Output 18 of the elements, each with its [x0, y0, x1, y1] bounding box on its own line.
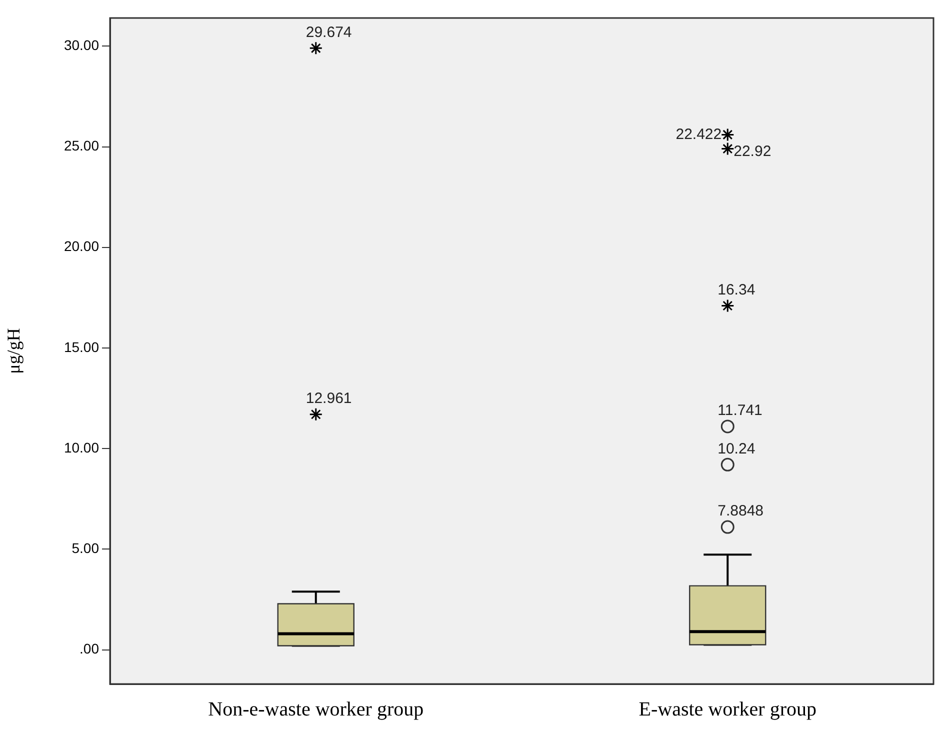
annotation: 12.961	[306, 390, 352, 408]
annotation: 22.422	[676, 126, 722, 143]
y-tick-label: 30.00	[64, 37, 100, 54]
y-tick-label: 15.00	[64, 338, 100, 355]
y-tick-label: 20.00	[64, 238, 100, 254]
x-tick-label: E-waste worker group	[638, 698, 816, 720]
y-tick-label: .00	[80, 640, 100, 657]
y-tick-label: 25.00	[64, 138, 100, 154]
annotation: 7.8848	[718, 502, 764, 520]
annotation: 11.741	[718, 402, 762, 420]
y-tick-label: 10.00	[64, 439, 100, 456]
annotation: 10.24	[718, 440, 756, 458]
annotation: 29.674	[306, 24, 352, 41]
annotation: 16.34	[718, 281, 756, 298]
annotation: 22.92	[734, 142, 772, 160]
x-tick-label: Non-e-waste worker group	[208, 698, 424, 720]
y-tick-label: 5.00	[72, 540, 100, 556]
y-axis-title: μg/gH	[4, 328, 24, 374]
